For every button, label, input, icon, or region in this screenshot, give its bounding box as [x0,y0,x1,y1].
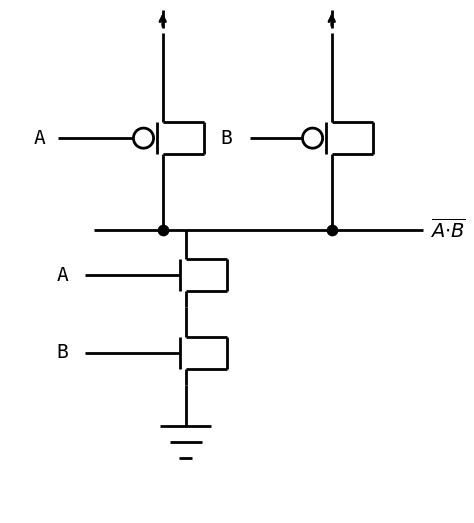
Point [159,225,166,234]
Text: A: A [56,266,68,285]
Point [328,225,336,234]
Text: B: B [221,129,233,147]
Text: A: A [34,129,45,147]
Text: B: B [56,344,68,362]
Text: $\overline{A{\cdot}B}$: $\overline{A{\cdot}B}$ [430,218,466,241]
